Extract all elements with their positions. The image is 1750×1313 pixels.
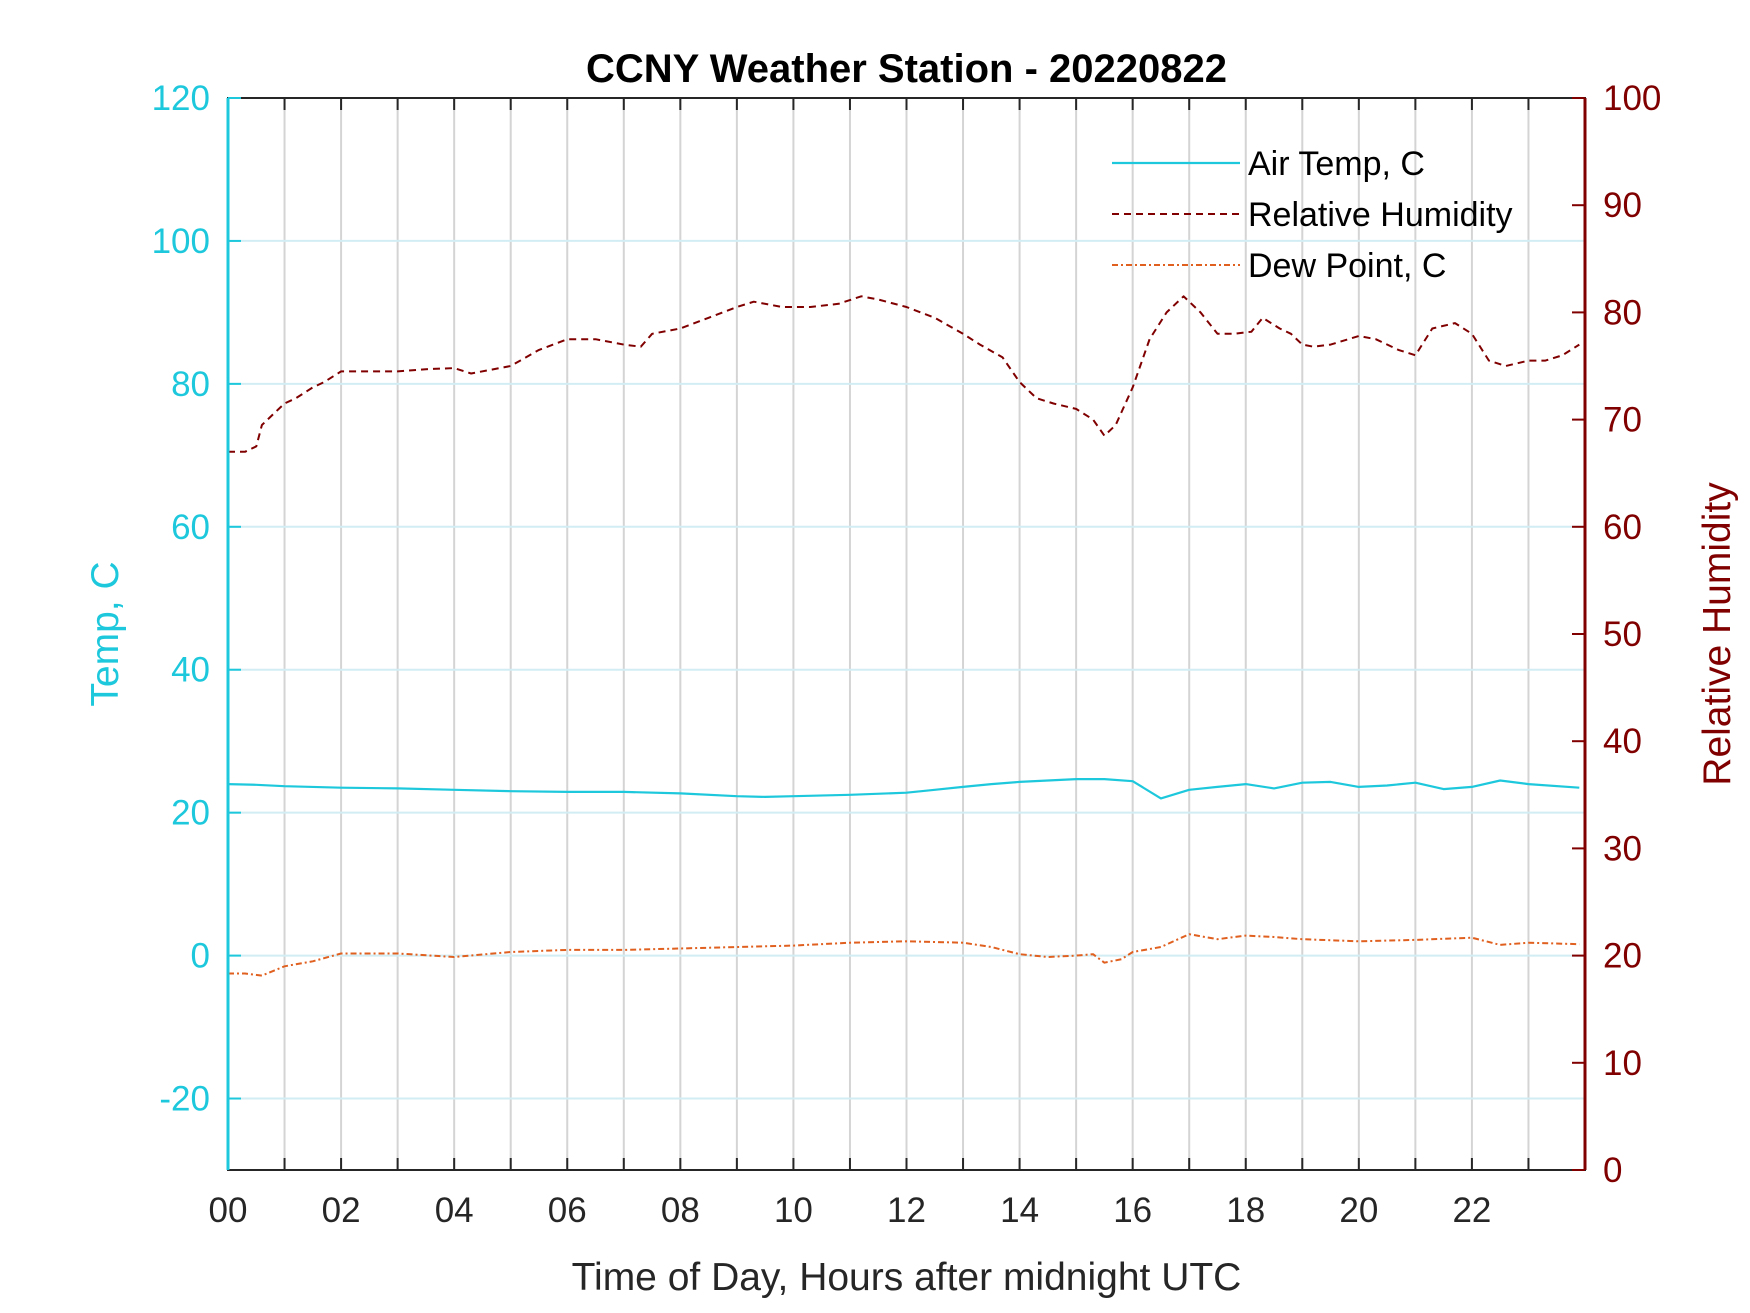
right-y-tick-label: 90 [1603,186,1642,225]
right-y-axis: 0 10 20 30 40 50 60 70 80 90 100 [1572,79,1661,1190]
series-line-relative-humidity [228,295,1580,453]
x-tick-label: 10 [774,1191,813,1230]
x-tick-label: 02 [322,1191,361,1230]
right-y-axis-label: Relative Humidity [1696,482,1739,786]
x-tick-label: 16 [1113,1191,1152,1230]
legend-label: Dew Point, C [1248,247,1446,285]
left-y-tick-label: 0 [191,937,210,976]
legend-label: Air Temp, C [1248,145,1425,183]
x-tick-label: 08 [661,1191,700,1230]
left-y-tick-label: -20 [159,1080,210,1119]
right-y-tick-label: 30 [1603,829,1642,868]
right-y-tick-label: 0 [1603,1151,1622,1190]
legend: Air Temp, C Relative Humidity Dew Point, C [1112,145,1513,285]
left-y-tick-label: 60 [171,508,210,547]
left-y-axis-label: Temp, C [84,561,127,706]
grid [228,98,1585,1170]
series-line-dew-point-c [228,933,1580,977]
x-tick-label: 00 [209,1191,248,1230]
chart-title: CCNY Weather Station - 20220822 [586,47,1227,91]
x-tick-label: 18 [1226,1191,1265,1230]
right-y-tick-label: 60 [1603,508,1642,547]
x-tick-label: 22 [1452,1191,1491,1230]
x-tick-label: 06 [548,1191,587,1230]
x-tick-label: 04 [435,1191,474,1230]
right-y-tick-label: 70 [1603,401,1642,440]
left-y-tick-label: 80 [171,365,210,404]
right-y-tick-label: 100 [1603,79,1661,118]
x-tick-label: 14 [1000,1191,1039,1230]
left-y-axis: -20 0 20 40 60 80 100 120 [152,79,241,1119]
x-axis-label: Time of Day, Hours after midnight UTC [572,1256,1242,1299]
right-y-tick-label: 80 [1603,293,1642,332]
right-y-tick-label: 10 [1603,1044,1642,1083]
series-line-air-temp-c [227,777,1580,800]
x-axis: 00 02 04 06 08 10 12 14 16 18 20 22 [209,98,1530,1230]
right-y-tick-label: 20 [1603,937,1642,976]
x-tick-label: 20 [1339,1191,1378,1230]
left-y-tick-label: 120 [152,79,210,118]
right-y-tick-label: 50 [1603,615,1642,654]
left-y-tick-label: 20 [171,794,210,833]
left-y-tick-label: 40 [171,651,210,690]
right-y-tick-label: 40 [1603,722,1642,761]
series-layer [227,295,1580,977]
left-y-tick-label: 100 [152,222,210,261]
legend-label: Relative Humidity [1248,196,1513,234]
x-tick-label: 12 [887,1191,926,1230]
